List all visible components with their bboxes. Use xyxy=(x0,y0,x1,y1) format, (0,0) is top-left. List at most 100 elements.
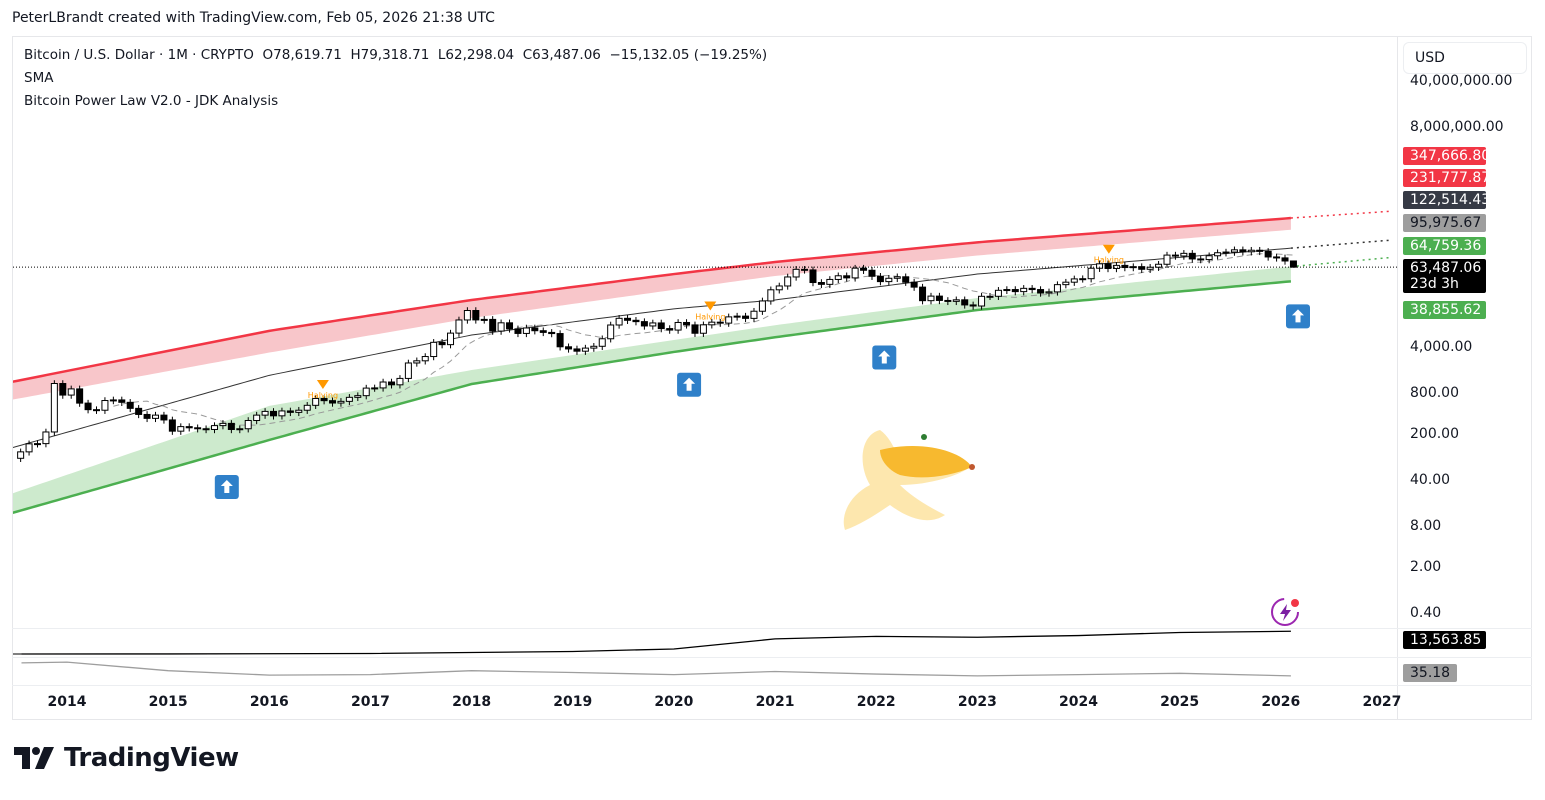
candle xyxy=(413,357,421,367)
time-tick: 2020 xyxy=(654,694,694,710)
green-band-fill xyxy=(13,266,1291,513)
candle-body xyxy=(590,345,598,349)
candle-body xyxy=(160,414,168,421)
candle-body xyxy=(1214,252,1222,257)
candle xyxy=(1129,263,1137,272)
candle-body xyxy=(1239,249,1247,253)
candle xyxy=(320,395,328,405)
candle-body xyxy=(1281,257,1289,262)
candle-body xyxy=(362,387,370,397)
candle xyxy=(801,266,809,274)
candle-body xyxy=(202,428,210,431)
candle xyxy=(329,397,337,407)
indicator-legend-sma[interactable]: SMA xyxy=(24,70,54,86)
candle xyxy=(396,375,404,389)
time-tick: 2026 xyxy=(1261,694,1301,710)
candle xyxy=(1239,246,1247,256)
candle-body xyxy=(219,422,227,427)
candle-body xyxy=(17,451,25,459)
sparkle-icon[interactable] xyxy=(1271,598,1299,626)
candle xyxy=(1197,255,1205,264)
candle-body xyxy=(539,330,547,333)
candle xyxy=(312,395,320,410)
candle-body xyxy=(152,414,160,419)
candle xyxy=(17,448,25,462)
candle xyxy=(253,411,261,425)
candle-body xyxy=(413,360,421,364)
candle-body xyxy=(320,397,328,402)
time-axis-divider xyxy=(12,685,1532,686)
candle-body xyxy=(194,427,202,430)
price-label-value: 231,777.87 xyxy=(1410,170,1491,186)
candle-body xyxy=(33,443,41,446)
candle xyxy=(1273,253,1281,262)
pane-divider[interactable] xyxy=(12,657,1532,658)
candle xyxy=(708,318,716,329)
candle-body xyxy=(716,321,724,324)
tradingview-logo[interactable]: TradingView xyxy=(14,743,239,773)
candle-body xyxy=(438,341,446,346)
candle xyxy=(59,380,67,399)
candle xyxy=(447,329,455,349)
time-tick: 2021 xyxy=(755,694,795,710)
candle xyxy=(952,296,960,306)
candle xyxy=(851,264,859,282)
candle-body xyxy=(430,341,438,358)
buy-signal-icon[interactable] xyxy=(872,345,897,370)
candle xyxy=(371,384,379,392)
candle xyxy=(691,321,699,337)
candle-body xyxy=(826,278,834,285)
candle xyxy=(1138,263,1146,273)
candle-body xyxy=(851,267,859,279)
time-tick: 2025 xyxy=(1160,694,1200,710)
ohlc-high: H79,318.71 xyxy=(350,47,430,63)
buy-signal-icon[interactable] xyxy=(214,475,239,500)
time-tick: 2024 xyxy=(1059,694,1098,710)
buy-signal-icon[interactable] xyxy=(1285,304,1310,329)
arrow-up-icon xyxy=(683,377,696,391)
pane1-line xyxy=(21,630,1291,655)
candle-body xyxy=(253,414,261,421)
price-tick: 200.00 xyxy=(1410,425,1459,442)
candle-body xyxy=(699,324,707,334)
candle-body xyxy=(1045,291,1053,294)
candle-body xyxy=(1197,258,1205,261)
candle-body xyxy=(1256,249,1264,252)
candle-body xyxy=(876,275,884,283)
candle xyxy=(590,343,598,352)
candle-body xyxy=(143,413,151,419)
price-label: 122,514.43 xyxy=(1403,191,1490,209)
time-tick: 2014 xyxy=(47,694,87,710)
candle-body xyxy=(817,282,825,285)
candle-body xyxy=(177,426,185,432)
candle-body xyxy=(607,324,615,340)
candle xyxy=(1028,285,1036,294)
candle xyxy=(809,266,817,287)
candle xyxy=(101,397,109,414)
candle xyxy=(84,399,92,414)
price-axis[interactable] xyxy=(1397,36,1532,720)
halving-triangle-icon xyxy=(1102,244,1115,254)
price-label-value: 63,487.06 xyxy=(1410,260,1482,276)
price-tick: 40,000,000.00 xyxy=(1410,73,1513,89)
candle xyxy=(135,405,143,419)
pane2-value-label: 35.18 xyxy=(1403,664,1457,682)
pane-divider[interactable] xyxy=(12,628,1532,629)
arrow-up-icon xyxy=(220,480,233,494)
candle-body xyxy=(295,409,303,413)
buy-signal-icon[interactable] xyxy=(677,372,702,397)
indicator-legend-power-law[interactable]: Bitcoin Power Law V2.0 - JDK Analysis xyxy=(24,93,279,109)
candle-body xyxy=(649,322,657,327)
candle-body xyxy=(388,381,396,386)
candle-body xyxy=(447,332,455,346)
candle-body xyxy=(944,299,952,302)
candle xyxy=(784,273,792,290)
candle-body xyxy=(843,275,851,279)
currency-button[interactable]: USD xyxy=(1403,42,1527,74)
candle-body xyxy=(1273,256,1281,259)
price-label: 95,975.67 xyxy=(1403,214,1486,232)
candle-body xyxy=(1062,281,1070,286)
candle xyxy=(1096,260,1104,272)
symbol-legend[interactable]: Bitcoin / U.S. Dollar · 1M · CRYPTO O78,… xyxy=(24,47,767,63)
